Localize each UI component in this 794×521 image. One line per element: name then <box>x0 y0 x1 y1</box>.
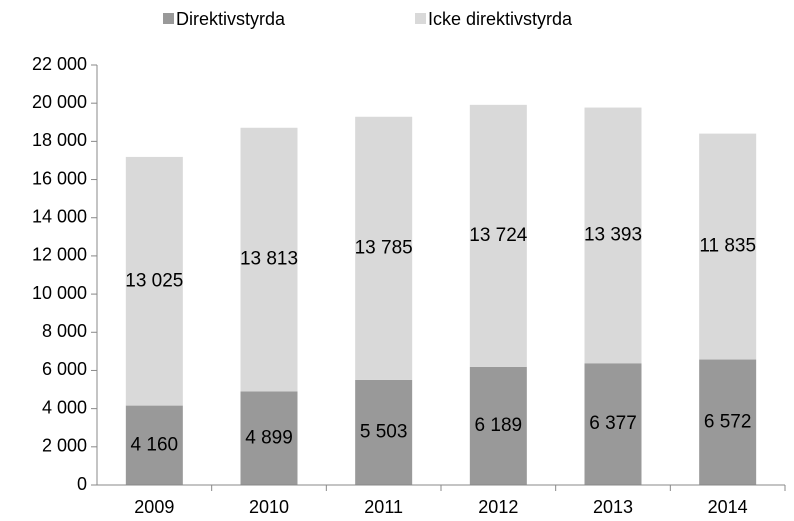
bar-segment <box>240 127 298 392</box>
bar-segment <box>125 156 183 406</box>
y-tick-label: 14 000 <box>32 206 87 226</box>
y-tick-label: 16 000 <box>32 168 87 188</box>
y-tick-label: 20 000 <box>32 92 87 112</box>
y-tick-label: 4 000 <box>42 397 87 417</box>
bar-segment <box>699 359 757 485</box>
value-label: 13 724 <box>469 225 528 246</box>
y-tick-label: 10 000 <box>32 283 87 303</box>
bar-segment <box>240 391 298 485</box>
y-tick-label: 6 000 <box>42 359 87 379</box>
value-label: 5 503 <box>360 421 408 442</box>
legend-label: Direktivstyrda <box>176 9 286 29</box>
bar-segment <box>469 104 527 367</box>
y-tick-label: 22 000 <box>32 54 87 74</box>
legend-swatch <box>415 13 426 24</box>
value-label: 6 572 <box>704 411 752 432</box>
value-label: 6 189 <box>475 415 523 436</box>
x-tick-label: 2009 <box>134 497 174 517</box>
y-tick-label: 18 000 <box>32 130 87 150</box>
x-tick-label: 2012 <box>478 497 518 517</box>
value-label: 11 835 <box>699 236 756 257</box>
value-label: 6 377 <box>589 413 637 434</box>
bar-segment <box>584 107 642 364</box>
x-tick-label: 2013 <box>593 497 633 517</box>
y-tick-label: 2 000 <box>42 436 87 456</box>
value-label: 13 813 <box>240 249 298 270</box>
bar-segment <box>355 116 413 380</box>
y-tick-label: 12 000 <box>32 245 87 265</box>
y-tick-label: 8 000 <box>42 321 87 341</box>
bar-segment <box>355 379 413 485</box>
legend-swatch <box>163 13 174 24</box>
value-label: 4 160 <box>131 434 179 455</box>
value-label: 13 785 <box>355 237 413 258</box>
value-label: 4 899 <box>245 427 293 448</box>
x-tick-label: 2010 <box>249 497 289 517</box>
bar-segment <box>125 405 183 485</box>
bar-segment <box>699 133 757 360</box>
bar-segment <box>469 366 527 485</box>
value-label: 13 393 <box>584 224 642 245</box>
x-tick-label: 2014 <box>708 497 748 517</box>
legend-label: Icke direktivstyrda <box>428 9 573 29</box>
x-tick-label: 2011 <box>364 497 403 517</box>
bar-segment <box>584 363 642 485</box>
y-tick-label: 0 <box>77 474 87 494</box>
value-label: 13 025 <box>125 270 183 291</box>
